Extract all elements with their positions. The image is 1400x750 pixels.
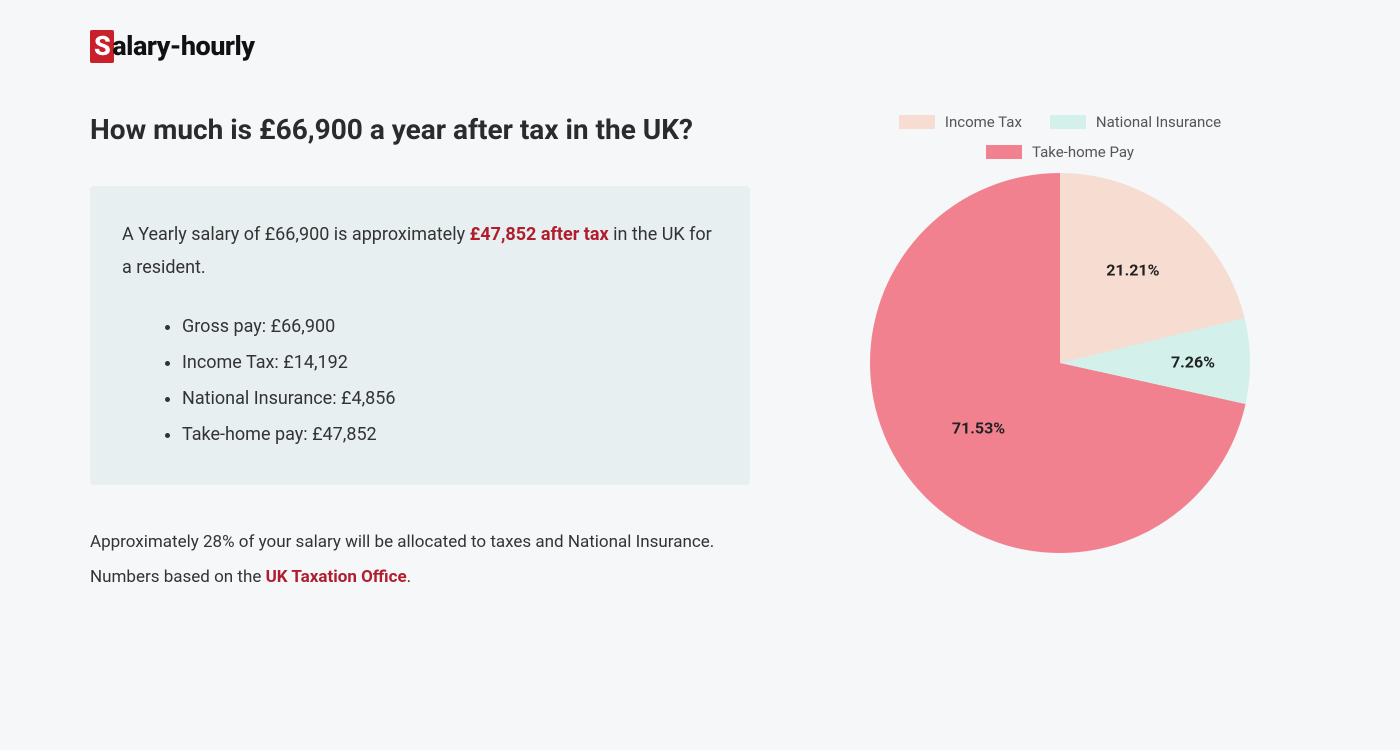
logo-box-char: S <box>90 30 114 63</box>
right-column: Income Tax National Insurance Take-home … <box>810 113 1310 596</box>
legend-swatch <box>1050 115 1086 129</box>
pie-label-1: 7.26% <box>1171 352 1215 371</box>
legend-label: Income Tax <box>945 113 1022 131</box>
page-title: How much is £66,900 a year after tax in … <box>90 113 750 146</box>
summary-list: Gross pay: £66,900 Income Tax: £14,192 N… <box>122 309 718 453</box>
footer-text: Approximately 28% of your salary will be… <box>90 525 750 596</box>
footer-line2-post: . <box>407 567 411 587</box>
chart-legend: Income Tax National Insurance Take-home … <box>811 113 1309 161</box>
legend-swatch <box>899 115 935 129</box>
pie-label-2: 71.53% <box>952 419 1005 438</box>
summary-intro: A Yearly salary of £66,900 is approximat… <box>122 218 718 285</box>
legend-item: Income Tax <box>899 113 1022 131</box>
list-item: Income Tax: £14,192 <box>182 345 718 381</box>
site-logo: Salary-hourly <box>90 30 1310 63</box>
left-column: How much is £66,900 a year after tax in … <box>90 113 750 596</box>
legend-swatch <box>986 145 1022 159</box>
tax-office-link[interactable]: UK Taxation Office <box>266 567 407 587</box>
legend-item: National Insurance <box>1050 113 1221 131</box>
logo-rest: alary-hourly <box>112 30 254 62</box>
summary-box: A Yearly salary of £66,900 is approximat… <box>90 186 750 485</box>
main-container: How much is £66,900 a year after tax in … <box>90 113 1310 596</box>
pie-chart: 21.21% 7.26% 71.53% <box>870 173 1250 553</box>
legend-label: Take-home Pay <box>1032 143 1134 161</box>
summary-intro-pre: A Yearly salary of £66,900 is approximat… <box>122 224 470 245</box>
footer-line1: Approximately 28% of your salary will be… <box>90 532 714 552</box>
list-item: National Insurance: £4,856 <box>182 381 718 417</box>
legend-item: Take-home Pay <box>811 143 1309 161</box>
footer-line2-pre: Numbers based on the <box>90 567 266 587</box>
pie-label-0: 21.21% <box>1106 261 1159 280</box>
summary-highlight: £47,852 after tax <box>470 224 609 245</box>
list-item: Gross pay: £66,900 <box>182 309 718 345</box>
legend-label: National Insurance <box>1096 113 1221 131</box>
list-item: Take-home pay: £47,852 <box>182 417 718 453</box>
